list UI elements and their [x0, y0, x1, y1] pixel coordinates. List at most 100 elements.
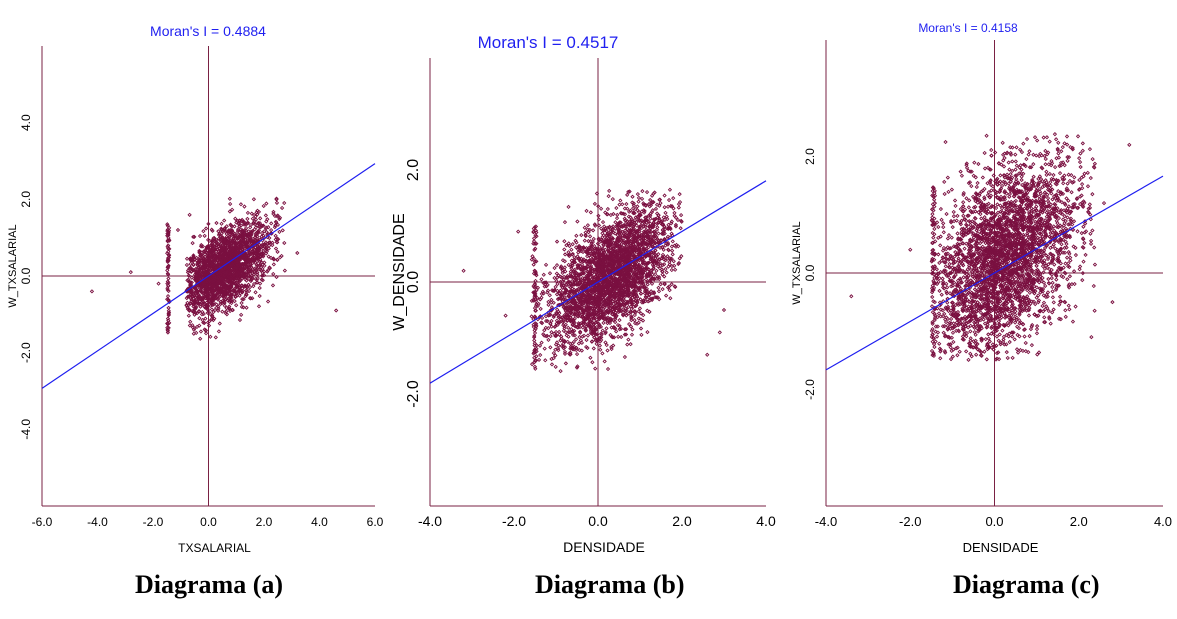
scatter-point: [626, 220, 629, 223]
scatter-point: [601, 352, 604, 355]
scatter-point: [251, 261, 254, 264]
scatter-point: [602, 221, 605, 224]
scatter-point: [663, 263, 666, 266]
scatter-point: [559, 370, 562, 373]
scatter-point: [637, 317, 640, 320]
scatter-point: [571, 243, 574, 246]
scatter-point: [679, 227, 682, 230]
scatter-point: [203, 234, 206, 237]
y-tick-label: 2.0: [19, 191, 33, 208]
scatter-point: [275, 247, 278, 250]
scatter-point: [192, 328, 195, 331]
scatter-point: [539, 307, 542, 310]
scatter-point: [616, 213, 619, 216]
scatter-point: [618, 319, 621, 322]
scatter-point: [646, 309, 649, 312]
scatter-point: [569, 316, 572, 319]
scatter-point: [167, 306, 170, 309]
scatter-point: [267, 300, 270, 303]
scatter-point: [253, 228, 256, 231]
scatter-point: [623, 207, 626, 210]
scatter-point: [554, 348, 557, 351]
scatter-point: [250, 212, 253, 215]
scatter-point: [629, 343, 632, 346]
scatter-point: [557, 349, 560, 352]
scatter-point: [626, 343, 629, 346]
scatter-point: [550, 363, 553, 366]
scatter-point: [218, 322, 221, 325]
scatter-point: [589, 211, 592, 214]
chart-title: Moran's I = 0.4517: [478, 33, 619, 52]
scatter-point: [281, 206, 284, 209]
scatter-point: [233, 225, 236, 228]
scatter-point: [640, 210, 643, 213]
scatter-point: [205, 332, 208, 335]
scatter-point: [585, 209, 588, 212]
scatter-point: [578, 336, 581, 339]
scatter-point: [602, 321, 605, 324]
scatter-point: [254, 215, 257, 218]
scatter-point: [576, 220, 579, 223]
scatter-point: [234, 217, 237, 220]
scatter-point: [248, 277, 251, 280]
scatter-point: [669, 297, 672, 300]
scatter-point: [557, 344, 560, 347]
scatter-point: [199, 305, 202, 308]
scatter-point: [598, 245, 601, 248]
scatter-point: [637, 321, 640, 324]
scatter-point: [217, 330, 220, 333]
scatter-point: [213, 246, 216, 249]
scatter-point: [283, 269, 286, 272]
scatter-point: [202, 230, 205, 233]
scatter-point: [219, 302, 222, 305]
scatter-point: [636, 193, 639, 196]
scatter-point: [192, 332, 195, 335]
scatter-point: [567, 263, 570, 266]
scatter-point: [562, 278, 565, 281]
scatter-point: [198, 310, 201, 313]
scatter-point: [585, 338, 588, 341]
scatter-point: [176, 229, 179, 232]
scatter-point: [545, 263, 548, 266]
scatter-point: [641, 190, 644, 193]
scatter-point: [649, 260, 652, 263]
scatter-point: [655, 269, 658, 272]
scatter-point: [214, 309, 217, 312]
scatter-point: [198, 317, 201, 320]
scatter-point: [594, 367, 597, 370]
scatter-point: [231, 309, 234, 312]
scatter-point: [592, 347, 595, 350]
scatter-point: [280, 254, 283, 257]
scatter-point: [260, 232, 263, 235]
scatter-point: [670, 269, 673, 272]
scatter-point: [281, 229, 284, 232]
scatter-point: [257, 305, 260, 308]
scatter-point: [275, 201, 278, 204]
scatter-point: [605, 327, 608, 330]
scatter-point: [630, 333, 633, 336]
scatter-point: [206, 321, 209, 324]
scatter-point: [589, 256, 592, 259]
scatter-point: [538, 358, 541, 361]
scatter-point: [249, 226, 252, 229]
scatter-point: [214, 291, 217, 294]
scatter-point: [614, 227, 617, 230]
scatter-point: [215, 221, 218, 224]
scatter-point: [190, 276, 193, 279]
scatter-point: [670, 245, 673, 248]
scatter-point: [610, 346, 613, 349]
scatter-point: [186, 301, 189, 304]
scatter-point: [654, 207, 657, 210]
scatter-point: [251, 217, 254, 220]
scatter-point: [552, 301, 555, 304]
scatter-point: [542, 333, 545, 336]
scatter-point: [606, 213, 609, 216]
scatter-point: [672, 197, 675, 200]
scatter-point: [199, 337, 202, 340]
scatter-point: [640, 333, 643, 336]
x-tick-label: -2.0: [502, 513, 526, 529]
scatter-point: [566, 340, 569, 343]
scatter-point: [201, 310, 204, 313]
scatter-point: [659, 283, 662, 286]
scatter-point: [254, 291, 257, 294]
